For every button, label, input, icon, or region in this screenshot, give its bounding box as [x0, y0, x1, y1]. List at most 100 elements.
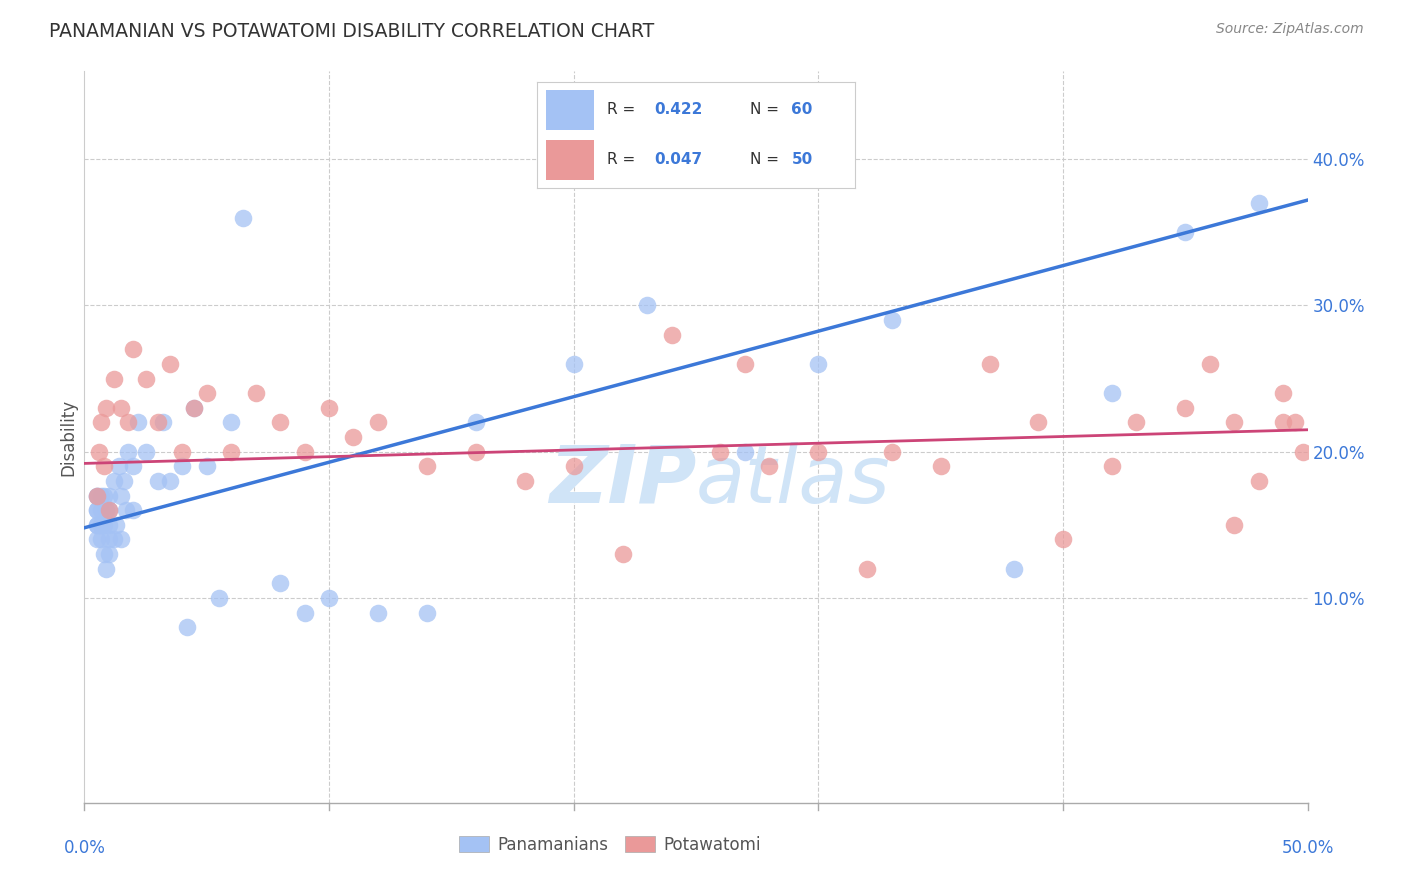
Point: [183, 401, 205, 415]
Point: [734, 357, 756, 371]
Text: Source: ZipAtlas.com: Source: ZipAtlas.com: [1216, 22, 1364, 37]
Point: [195, 386, 218, 401]
Point: [1002, 562, 1025, 576]
Point: [97, 503, 120, 517]
Point: [86, 517, 108, 532]
Point: [97, 503, 120, 517]
Point: [96, 401, 118, 415]
Point: [562, 459, 585, 474]
Point: [110, 401, 132, 415]
Point: [90, 517, 112, 532]
Point: [318, 591, 340, 605]
Point: [183, 401, 205, 415]
Point: [1284, 416, 1306, 430]
Point: [245, 386, 267, 401]
Point: [1028, 416, 1050, 430]
Point: [115, 503, 138, 517]
Point: [96, 503, 118, 517]
Point: [1101, 459, 1123, 474]
Point: [219, 416, 242, 430]
Point: [172, 444, 194, 458]
Point: [93, 459, 115, 474]
Point: [159, 474, 181, 488]
Point: [176, 620, 198, 634]
Point: [612, 547, 634, 561]
Point: [86, 533, 108, 547]
Point: [97, 517, 120, 532]
Point: [880, 444, 903, 458]
Point: [342, 430, 364, 444]
Point: [294, 444, 316, 458]
Point: [90, 489, 112, 503]
Text: ZIP: ZIP: [548, 442, 696, 520]
Point: [146, 416, 169, 430]
Point: [103, 533, 125, 547]
Point: [661, 327, 683, 342]
Point: [86, 503, 108, 517]
Point: [127, 416, 149, 430]
Legend: Panamanians, Potawatomi: Panamanians, Potawatomi: [453, 829, 768, 860]
Text: atlas: atlas: [696, 442, 891, 520]
Point: [135, 444, 157, 458]
Point: [734, 444, 756, 458]
Point: [1223, 416, 1246, 430]
Point: [122, 343, 145, 357]
Point: [90, 533, 112, 547]
Point: [117, 416, 139, 430]
Text: 50.0%: 50.0%: [1281, 839, 1334, 857]
Point: [1272, 416, 1295, 430]
Point: [416, 459, 439, 474]
Point: [464, 444, 486, 458]
Point: [219, 444, 242, 458]
Point: [807, 357, 830, 371]
Point: [87, 444, 110, 458]
Point: [93, 547, 115, 561]
Point: [122, 503, 145, 517]
Point: [294, 606, 316, 620]
Point: [1198, 357, 1220, 371]
Point: [1052, 533, 1074, 547]
Point: [97, 533, 120, 547]
Point: [135, 371, 157, 385]
Point: [110, 489, 132, 503]
Point: [1101, 386, 1123, 401]
Point: [232, 211, 254, 225]
Point: [562, 357, 585, 371]
Text: PANAMANIAN VS POTAWATOMI DISABILITY CORRELATION CHART: PANAMANIAN VS POTAWATOMI DISABILITY CORR…: [49, 22, 654, 41]
Point: [367, 416, 389, 430]
Point: [929, 459, 952, 474]
Point: [979, 357, 1001, 371]
Point: [122, 459, 145, 474]
Point: [1125, 416, 1147, 430]
Point: [318, 401, 340, 415]
Point: [97, 547, 120, 561]
Point: [416, 606, 439, 620]
Text: 0.0%: 0.0%: [63, 839, 105, 857]
Point: [105, 517, 128, 532]
Point: [90, 503, 112, 517]
Point: [709, 444, 731, 458]
Point: [107, 459, 129, 474]
Point: [159, 357, 181, 371]
Point: [1223, 517, 1246, 532]
Point: [97, 489, 120, 503]
Point: [146, 474, 169, 488]
Point: [90, 416, 112, 430]
Point: [1292, 444, 1315, 458]
Point: [103, 474, 125, 488]
Point: [112, 474, 135, 488]
Point: [90, 517, 112, 532]
Point: [86, 489, 108, 503]
Point: [195, 459, 218, 474]
Point: [1247, 474, 1270, 488]
Point: [93, 489, 115, 503]
Point: [513, 474, 536, 488]
Point: [1272, 386, 1295, 401]
Point: [269, 416, 291, 430]
Point: [856, 562, 879, 576]
Point: [103, 371, 125, 385]
Point: [96, 562, 118, 576]
Point: [1174, 225, 1197, 239]
Point: [93, 517, 115, 532]
Point: [172, 459, 194, 474]
